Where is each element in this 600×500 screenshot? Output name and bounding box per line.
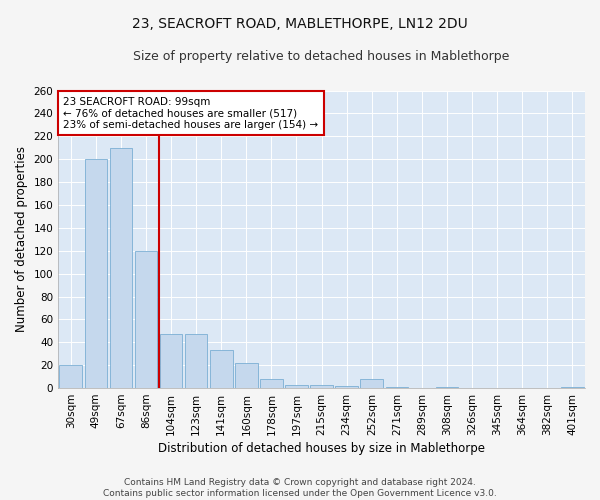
Bar [185, 334, 208, 388]
Bar [235, 363, 257, 388]
Text: 23 SEACROFT ROAD: 99sqm
← 76% of detached houses are smaller (517)
23% of semi-d: 23 SEACROFT ROAD: 99sqm ← 76% of detache… [64, 96, 319, 130]
Text: Contains HM Land Registry data © Crown copyright and database right 2024.
Contai: Contains HM Land Registry data © Crown c… [103, 478, 497, 498]
Bar [160, 334, 182, 388]
Text: 23, SEACROFT ROAD, MABLETHORPE, LN12 2DU: 23, SEACROFT ROAD, MABLETHORPE, LN12 2DU [132, 18, 468, 32]
Bar [310, 384, 333, 388]
Bar [260, 379, 283, 388]
Title: Size of property relative to detached houses in Mablethorpe: Size of property relative to detached ho… [133, 50, 510, 63]
Bar [110, 148, 132, 388]
Y-axis label: Number of detached properties: Number of detached properties [15, 146, 28, 332]
Bar [85, 159, 107, 388]
Bar [335, 386, 358, 388]
Bar [285, 384, 308, 388]
Bar [134, 251, 157, 388]
Bar [361, 379, 383, 388]
Bar [59, 365, 82, 388]
Bar [561, 387, 584, 388]
Bar [386, 387, 408, 388]
Bar [436, 387, 458, 388]
Bar [210, 350, 233, 388]
X-axis label: Distribution of detached houses by size in Mablethorpe: Distribution of detached houses by size … [158, 442, 485, 455]
